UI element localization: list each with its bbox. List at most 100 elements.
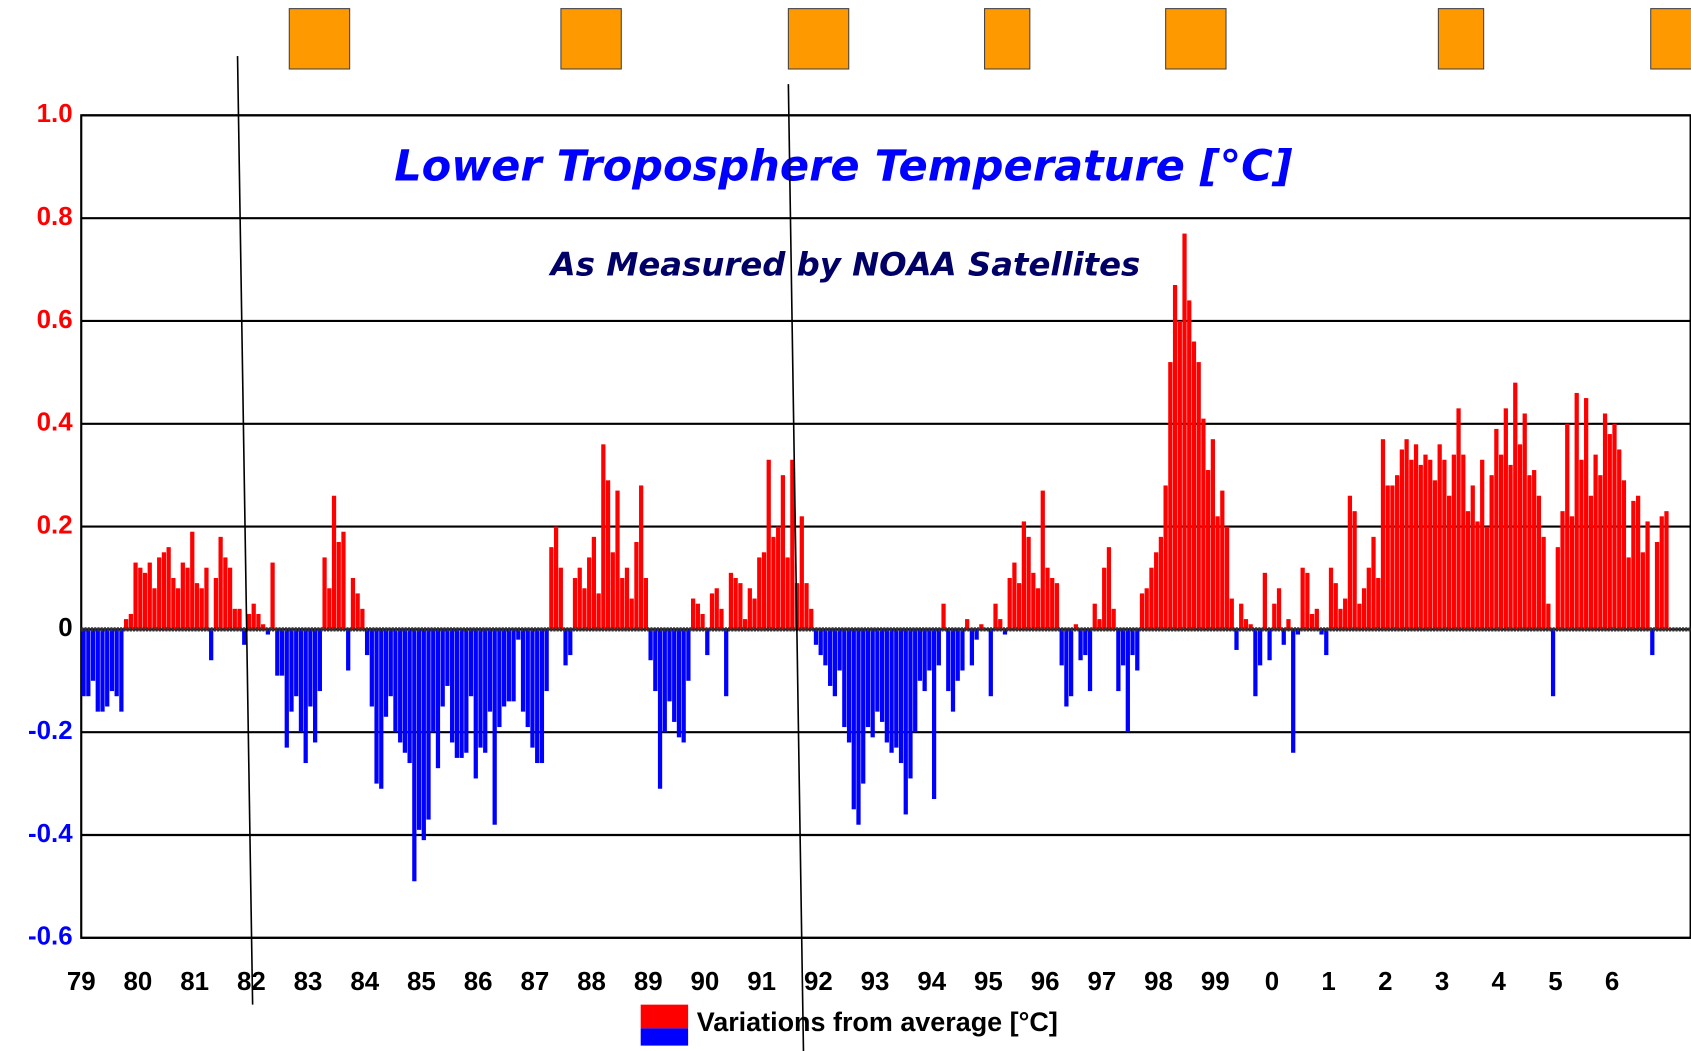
bar	[1031, 572, 1036, 630]
bar	[1078, 629, 1083, 661]
bar	[577, 567, 582, 630]
bar	[988, 629, 993, 697]
bar	[1333, 583, 1338, 630]
bar	[1508, 464, 1513, 630]
bar	[558, 567, 563, 630]
bar	[1418, 464, 1423, 630]
orange-square	[560, 8, 622, 70]
bar	[875, 629, 880, 712]
bar	[473, 629, 478, 779]
bar	[790, 459, 795, 630]
bar	[1470, 485, 1475, 630]
bar	[639, 485, 644, 630]
bar	[289, 629, 294, 712]
x-tick-label: 85	[407, 968, 436, 996]
legend-swatch	[640, 1004, 689, 1029]
bar	[261, 624, 266, 630]
bar	[676, 629, 682, 738]
bar	[308, 629, 313, 707]
bar	[123, 619, 129, 630]
bar	[483, 629, 488, 753]
bar	[1234, 629, 1239, 650]
bar	[1163, 485, 1168, 630]
bar	[1177, 320, 1182, 630]
bar	[393, 629, 398, 733]
bar	[511, 629, 516, 702]
bar	[738, 583, 743, 630]
bar	[464, 629, 469, 753]
bar	[1584, 398, 1589, 630]
x-tick-label: 94	[917, 968, 946, 996]
bar	[383, 629, 389, 717]
bar	[1635, 495, 1641, 630]
bar	[171, 577, 176, 630]
x-tick-label: 99	[1201, 968, 1230, 996]
x-tick-label: 91	[747, 968, 776, 996]
bar	[1631, 500, 1636, 630]
bar	[265, 629, 270, 635]
bar	[1385, 485, 1390, 630]
bar	[799, 516, 804, 630]
bar	[695, 603, 700, 630]
bar	[553, 526, 559, 630]
bar	[1654, 541, 1660, 630]
bar	[199, 588, 204, 630]
bar	[1012, 562, 1017, 630]
bar	[771, 536, 776, 630]
y-tick-label: 0.2	[37, 511, 73, 539]
bar	[1532, 470, 1537, 630]
bar	[157, 557, 162, 630]
bar	[223, 557, 228, 630]
x-tick-label: 81	[180, 968, 209, 996]
bar	[714, 588, 719, 630]
bar	[1154, 552, 1159, 630]
bar	[837, 629, 842, 671]
bar	[1659, 516, 1664, 630]
bar	[1149, 567, 1154, 630]
bar	[1465, 511, 1471, 630]
bar	[851, 629, 856, 810]
bar	[1239, 603, 1244, 630]
bar	[1602, 413, 1608, 630]
bar	[1262, 572, 1267, 630]
bar	[242, 629, 247, 645]
bar	[1305, 572, 1310, 630]
bar	[492, 629, 497, 825]
bar	[965, 619, 970, 630]
bar	[256, 613, 261, 630]
bar	[1267, 629, 1272, 661]
bar	[610, 552, 615, 630]
bar	[1489, 475, 1494, 630]
bar	[1314, 608, 1319, 630]
bar	[516, 629, 521, 640]
bar	[728, 572, 734, 630]
bar	[1040, 490, 1045, 630]
bar	[643, 577, 648, 630]
bar	[1257, 629, 1263, 666]
bar	[544, 629, 549, 692]
bar	[1428, 459, 1433, 630]
bar	[402, 629, 408, 753]
bar	[497, 629, 502, 728]
bar	[388, 629, 393, 697]
bar	[152, 588, 157, 630]
y-tick-label: 0.6	[37, 306, 73, 334]
plot-area: -0.6-0.4-0.200.20.40.60.81.079 80 81 82 83 84…	[28, 100, 1691, 996]
bar	[1626, 557, 1631, 630]
bar	[1050, 577, 1055, 630]
bar	[204, 567, 209, 630]
bar	[147, 562, 152, 630]
bar	[747, 588, 752, 630]
bar	[1371, 536, 1376, 630]
bar	[346, 629, 351, 671]
orange-square	[1437, 8, 1485, 70]
bar	[1621, 480, 1627, 630]
bar	[1300, 567, 1305, 630]
bar	[322, 557, 327, 630]
bar	[582, 588, 587, 630]
bar	[1366, 567, 1371, 630]
bar	[501, 629, 507, 707]
bar	[138, 567, 143, 630]
bar	[1035, 588, 1041, 630]
